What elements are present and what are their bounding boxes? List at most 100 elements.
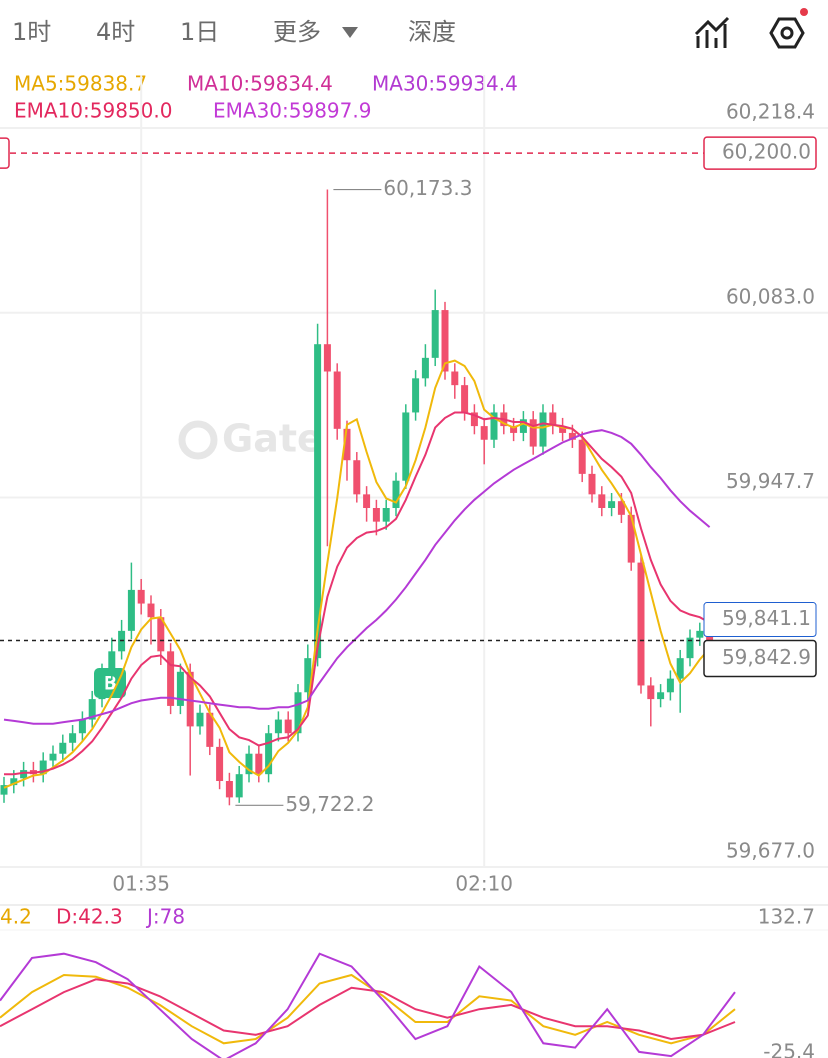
indicator-line	[3, 359, 711, 789]
candle-body	[686, 637, 694, 659]
candle-body	[666, 678, 674, 693]
order-price-box	[703, 136, 817, 170]
candle-body	[441, 310, 449, 372]
candle-body	[539, 412, 547, 447]
dropdown-arrow	[342, 27, 358, 38]
candle-body	[382, 508, 390, 522]
y-tick-label: 60,218.4	[726, 99, 815, 123]
candle-body	[235, 774, 243, 798]
candle-body	[274, 719, 282, 734]
candle-body	[323, 344, 331, 372]
candle-body	[167, 651, 175, 706]
candle-body	[392, 480, 400, 509]
candle-body	[265, 733, 273, 775]
candle-body	[568, 432, 576, 440]
y-tick-label: 60,083.0	[726, 284, 815, 308]
candle-body	[529, 419, 537, 447]
candle-body	[108, 651, 116, 672]
tab[interactable]: 更多	[273, 18, 321, 46]
annotation-label: 59,722.2	[285, 792, 374, 816]
settings-icon[interactable]	[769, 8, 808, 49]
candle-body	[206, 712, 214, 747]
indicator-line	[0, 952, 736, 1058]
indicator-label: MA5:59838.7	[14, 72, 147, 96]
candle-body	[10, 778, 18, 786]
candle-body	[176, 671, 184, 706]
y-tick-label: 59,947.7	[726, 469, 815, 493]
candle-body	[363, 494, 371, 509]
indicator-label: MA10:59834.4	[187, 72, 333, 96]
candle-body	[39, 760, 47, 775]
candle-body	[343, 428, 351, 461]
tab[interactable]: 1时	[12, 18, 51, 46]
candle-body	[78, 719, 86, 734]
indicator-label: EMA10:59850.0	[14, 99, 172, 123]
candle-body	[49, 753, 57, 761]
tab[interactable]: 4时	[96, 18, 135, 46]
indicator-line	[0, 973, 736, 1045]
candle-body	[519, 419, 527, 433]
candle-body	[294, 692, 302, 734]
kdj-label: J:78	[145, 905, 185, 929]
tab[interactable]: 深度	[408, 18, 456, 46]
last-price-box	[703, 639, 817, 678]
candle-body	[216, 746, 224, 782]
candle-body	[69, 733, 77, 743]
candle-body	[598, 494, 606, 509]
candle-body	[333, 371, 341, 429]
indicator-label: EMA30:59897.9	[213, 99, 371, 123]
watermark-text: Gate	[222, 417, 323, 461]
candle-body	[627, 514, 635, 563]
candle-body	[461, 385, 469, 413]
x-tick-label: 01:35	[112, 872, 170, 896]
indicator-line	[3, 429, 711, 725]
candle-body	[510, 426, 518, 433]
candle-body	[88, 699, 96, 720]
candle-body	[304, 658, 312, 693]
candle-body	[608, 501, 616, 509]
candle-body	[196, 712, 204, 727]
kdj-label: D:42.3	[56, 905, 123, 929]
candle-body	[559, 426, 567, 433]
candle-body	[372, 508, 380, 522]
candle-body	[421, 357, 429, 379]
x-tick-label: 02:10	[455, 872, 513, 896]
candle-body	[676, 658, 684, 679]
candle-body	[137, 589, 145, 604]
candle-body	[98, 671, 106, 700]
candle-body	[617, 501, 625, 515]
candle-body	[314, 344, 322, 659]
candle-body	[588, 473, 596, 495]
y-tick-label: -25.4	[763, 1040, 815, 1058]
candle-body	[470, 412, 478, 427]
candle-body	[578, 439, 586, 474]
candle-body	[637, 562, 645, 686]
y-tick-label: 132.7	[758, 905, 815, 929]
candle-body	[480, 426, 488, 440]
order-price-label: 60,200.0	[722, 140, 811, 164]
candle-body	[451, 371, 459, 386]
candle-body	[59, 742, 67, 754]
candle-body	[657, 692, 665, 700]
candle-body	[186, 671, 194, 727]
mark-price-box	[703, 602, 817, 638]
watermark: Gate	[178, 417, 323, 461]
candle-body	[402, 412, 410, 481]
timeframe-tabs: 1时 4时 1日 更多 深度	[12, 18, 456, 46]
kdj-label: 4.2	[0, 905, 32, 929]
candle-body	[20, 770, 28, 779]
candle-body	[0, 785, 8, 795]
candle-body	[696, 630, 704, 638]
candle-body	[245, 753, 253, 775]
annotation-label: 60,173.3	[383, 176, 472, 200]
indicator-line	[0, 978, 736, 1041]
candle-body	[412, 378, 420, 413]
y-tick-label: 59,677.0	[726, 839, 815, 863]
order-line-tag	[0, 137, 10, 169]
indicator-icon[interactable]	[694, 16, 730, 48]
candle-body	[431, 310, 439, 358]
indicator-label: MA30:59934.4	[372, 72, 518, 96]
tab[interactable]: 1日	[180, 18, 219, 46]
candle-body	[255, 753, 263, 775]
